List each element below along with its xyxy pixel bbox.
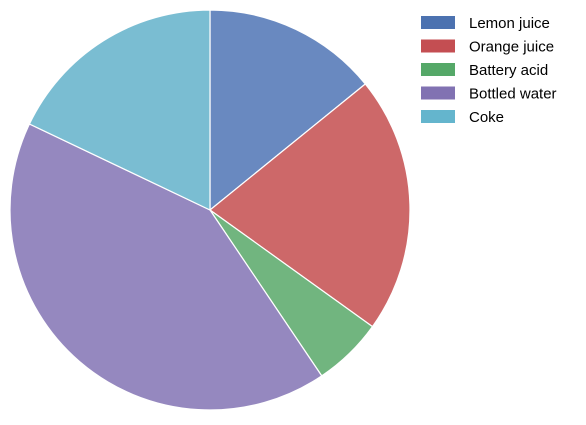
legend-label-battery-acid: Battery acid <box>469 62 548 79</box>
pie-slice-orange-juice <box>209 83 411 328</box>
legend-label-orange-juice: Orange juice <box>469 39 554 56</box>
legend-item-battery-acid: Battery acid <box>421 62 548 79</box>
legend-item-coke: Coke <box>421 109 504 126</box>
legend-label-lemon-juice: Lemon juice <box>469 15 550 32</box>
legend: Lemon juice Orange juice Battery acid Bottl… <box>421 15 557 126</box>
legend-item-orange-juice: Orange juice <box>421 39 554 56</box>
legend-swatch-lemon-juice <box>421 16 455 29</box>
legend-swatch-orange-juice <box>421 39 455 53</box>
legend-label-coke: Coke <box>469 109 504 126</box>
pie-slices <box>9 9 411 411</box>
legend-swatch-coke <box>421 110 455 123</box>
legend-item-lemon-juice: Lemon juice <box>421 15 550 32</box>
legend-label-bottled-water: Bottled water <box>469 86 557 103</box>
legend-swatch-bottled-water <box>421 86 455 100</box>
pie-slice-lemon-juice <box>209 9 366 211</box>
pie-slice-coke <box>28 9 211 211</box>
legend-swatch-battery-acid <box>421 63 455 76</box>
pie-slice-bottled-water <box>9 123 323 411</box>
legend-item-bottled-water: Bottled water <box>421 86 557 103</box>
